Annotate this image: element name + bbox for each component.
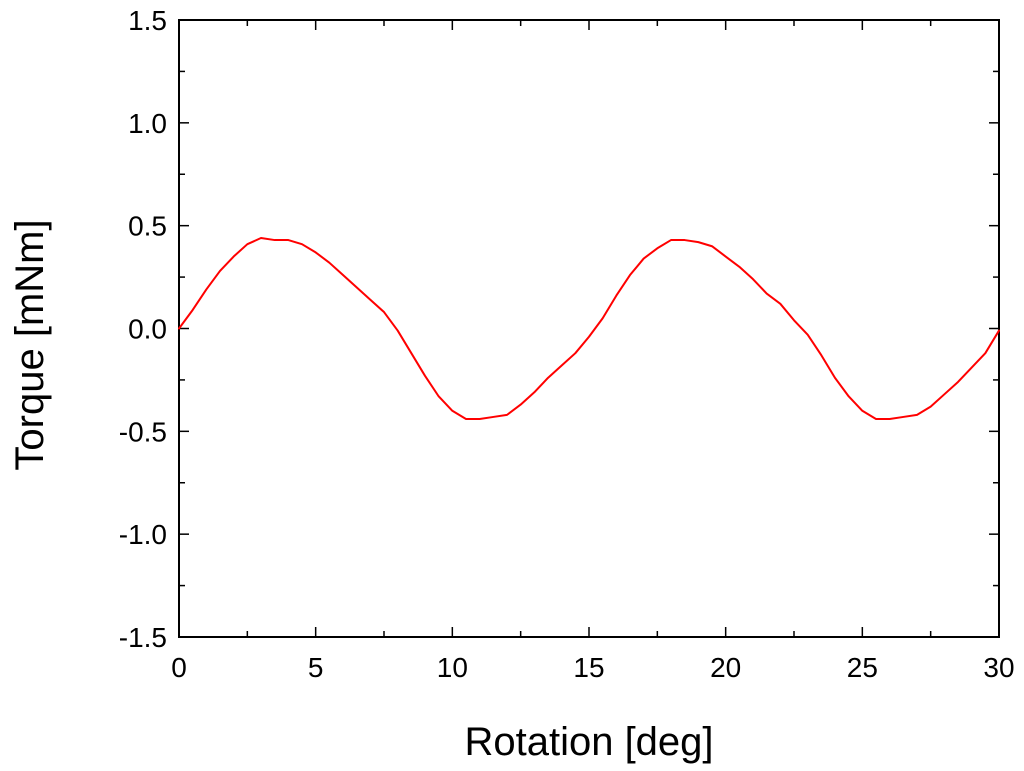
x-axis-title: Rotation [deg] [464,720,713,764]
x-tick-label: 0 [171,652,187,683]
y-tick-label: 0.0 [128,314,167,345]
series-layer [178,237,1000,420]
x-tick-label: 30 [983,652,1014,683]
x-tick-label: 10 [437,652,468,683]
y-tick-label: -1.5 [119,622,167,653]
y-tick-label: 1.5 [128,5,167,36]
x-tick-label: 15 [573,652,604,683]
y-tick-label: -1.0 [119,519,167,550]
y-tick-label: 1.0 [128,108,167,139]
y-axis-title: Torque [mNm] [8,219,52,470]
y-tick-label: 0.5 [128,211,167,242]
plot-frame [178,19,1000,638]
torque-series-line [178,237,1000,420]
x-tick-label: 25 [847,652,878,683]
plot-border [178,19,1000,638]
y-axis-ticks: -1.5 -1.0 -0.5 0.0 0.5 1.0 1.5 [119,5,999,653]
x-axis-ticks: 0 5 10 15 20 25 30 [171,20,1015,683]
y-tick-label: -0.5 [119,416,167,447]
x-tick-label: 5 [308,652,324,683]
x-tick-label: 20 [710,652,741,683]
